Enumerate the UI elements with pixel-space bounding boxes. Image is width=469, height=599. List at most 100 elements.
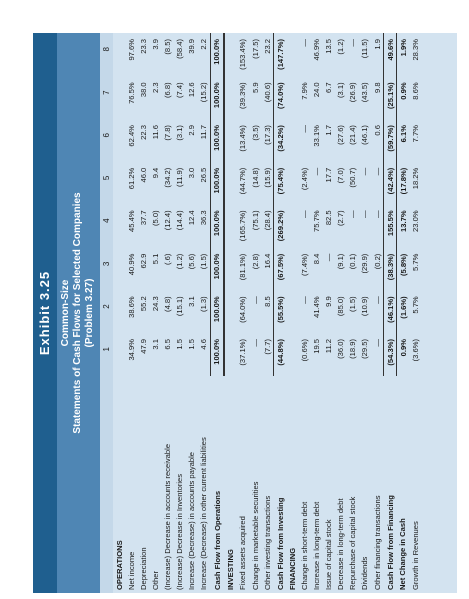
- cell: 18.2%: [410, 167, 420, 190]
- table-row: (Increase) Decrease in Inventories 1.5 (15…: [173, 33, 185, 593]
- cell: (1.5): [199, 253, 209, 270]
- cell: 24.3: [150, 296, 160, 312]
- cell: —: [299, 125, 309, 133]
- table-row: Issue of capital stock 11.2 9.9 — 82.5 17.7 1.…: [323, 33, 335, 593]
- cell: (3.5): [250, 125, 260, 141]
- cell: [113, 333, 125, 376]
- cell: (1.5): [348, 296, 358, 312]
- cell: 46.0: [138, 167, 148, 183]
- cell: 5.7%: [410, 296, 420, 314]
- column-header: 1: [100, 333, 113, 376]
- row-label: (Increase) Decrease in Inventories: [175, 473, 185, 590]
- column-header: 4: [100, 204, 113, 248]
- cell: (5.6): [187, 253, 197, 270]
- cell: 4.6: [199, 339, 209, 350]
- cell: (75.1): [250, 210, 260, 231]
- cell: (269.2%): [273, 204, 287, 248]
- cell: (2.4%): [299, 167, 309, 191]
- cell: 9.4: [150, 167, 160, 179]
- cell: (37.1%): [238, 339, 248, 366]
- table-row: Depreciation 47.9 55.2 62.9 37.7 46.0 22.3 38.0…: [137, 33, 149, 593]
- cell: (18.9): [348, 339, 358, 359]
- cell: 23.2: [262, 39, 272, 54]
- row-label: Other financing transactions: [372, 495, 382, 590]
- cell: (165.7%): [238, 210, 248, 242]
- cell: (13.4%): [238, 125, 248, 152]
- cell: (0.2): [372, 253, 382, 270]
- section-row: OPERATIONS: [113, 33, 125, 593]
- cell: (14.8): [250, 167, 260, 188]
- cell: (21.4): [348, 125, 358, 145]
- cell: 9.8: [372, 82, 382, 93]
- row-label: OPERATIONS: [114, 540, 124, 590]
- table-row: Change in marketable securities — — (2.8) (7…: [249, 33, 261, 593]
- cell: 11.2: [324, 339, 334, 354]
- cell: 6.7: [324, 82, 334, 93]
- cell: (14.4): [175, 210, 185, 231]
- cell: 7.9%: [299, 82, 309, 100]
- cell: —: [250, 296, 260, 304]
- cell: (25.1%): [383, 76, 397, 120]
- exhibit: Exhibit 3.25 Common-Size Statements of C…: [33, 33, 457, 593]
- cell: (1.3): [199, 296, 209, 312]
- cell: (7.8): [162, 125, 172, 141]
- cell: —: [324, 253, 334, 262]
- cell: [224, 162, 237, 205]
- cell: (0.1): [348, 253, 358, 270]
- cell: [286, 119, 298, 162]
- cell: —: [348, 210, 358, 218]
- cell: 1.5: [175, 339, 185, 350]
- cell: (40.6): [262, 82, 272, 103]
- column-header: 3: [100, 247, 113, 291]
- cell: (44.8%): [273, 333, 287, 376]
- cell: [113, 119, 125, 162]
- cell: —: [312, 167, 322, 176]
- cell: 8.5: [262, 296, 272, 307]
- title: Common-Size: [60, 279, 71, 347]
- cell: [224, 248, 237, 291]
- cell: 3.9: [150, 39, 160, 50]
- cell: (28.4): [262, 210, 272, 231]
- cell: (75.4%): [273, 161, 287, 205]
- cell: 155.5%: [383, 204, 397, 248]
- row-label: Issue of capital stock: [324, 519, 334, 591]
- cell: (50.7): [348, 167, 358, 188]
- exhibit-number: Exhibit 3.25: [33, 33, 57, 593]
- table-row: Net income 34.9% 38.6% 40.9% 45.4% 61.2% 62.4%…: [125, 33, 137, 593]
- cell: [113, 290, 125, 333]
- cell: [286, 290, 298, 333]
- table-row: Cash Flow from Investing (44.8%) (55.5%) (6…: [273, 33, 287, 593]
- cell: (58.4): [175, 39, 185, 59]
- cell: 13.7%: [396, 204, 410, 248]
- cell: 5.7%: [410, 253, 420, 271]
- cell: 3.1: [187, 296, 197, 307]
- cell: 36.3: [199, 210, 209, 226]
- cell: [286, 333, 298, 376]
- cell: (74.0%): [273, 76, 287, 120]
- cell: (3.1): [175, 125, 185, 141]
- cell: 1.9: [372, 39, 382, 50]
- cell: —: [299, 39, 309, 47]
- row-label: FINANCING: [287, 547, 297, 590]
- cell: (29.5): [360, 339, 370, 359]
- cell: 23.3: [138, 39, 148, 54]
- row-label: Growth in Revenues: [410, 521, 420, 590]
- cell: (38.3%): [383, 247, 397, 291]
- row-label: Increase in long-term debt: [312, 501, 322, 590]
- row-label: Dividends: [360, 556, 370, 590]
- cell: (15.1): [175, 296, 185, 317]
- column-header: 8: [100, 33, 113, 77]
- cell: [224, 333, 237, 376]
- cell: 7.7%: [410, 125, 420, 143]
- cell: 16.4: [262, 253, 272, 269]
- cell: 24.0: [312, 82, 322, 98]
- cell: (85.0): [336, 296, 346, 317]
- cell: (10.9): [360, 296, 370, 317]
- cell: 76.5%: [126, 82, 136, 104]
- row-label: (Increase) Decrease in accounts receivab…: [162, 443, 172, 590]
- cell: (4.8): [162, 296, 172, 312]
- cell: (7.4): [175, 82, 185, 98]
- cell: (1.6%): [396, 290, 410, 333]
